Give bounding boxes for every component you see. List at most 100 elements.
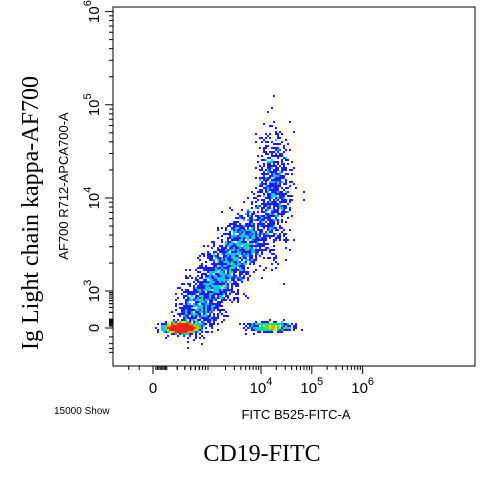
event-dot bbox=[285, 149, 287, 151]
event-dot bbox=[271, 253, 273, 255]
event-dot bbox=[255, 327, 257, 329]
event-dot bbox=[265, 205, 267, 207]
event-dot bbox=[277, 137, 279, 139]
event-dot bbox=[207, 277, 209, 279]
event-dot bbox=[261, 277, 263, 279]
event-dot bbox=[211, 269, 213, 271]
event-dot bbox=[263, 237, 265, 239]
event-dot bbox=[205, 265, 207, 267]
event-dot bbox=[279, 203, 281, 205]
event-dot bbox=[203, 301, 205, 303]
event-dot bbox=[217, 229, 219, 231]
event-dot bbox=[235, 277, 237, 279]
event-dot bbox=[239, 241, 241, 243]
event-dot bbox=[243, 233, 245, 235]
event-dot bbox=[257, 251, 259, 253]
event-dot bbox=[189, 319, 191, 321]
event-dot bbox=[203, 267, 205, 269]
event-dot bbox=[275, 233, 277, 235]
event-dot bbox=[213, 243, 215, 245]
event-dot bbox=[259, 237, 261, 239]
event-dot bbox=[289, 185, 291, 187]
event-dot bbox=[229, 269, 231, 271]
event-dot bbox=[239, 243, 241, 245]
event-dot bbox=[265, 323, 267, 325]
event-dot bbox=[231, 267, 233, 269]
event-dot bbox=[261, 221, 263, 223]
event-dot bbox=[263, 179, 265, 181]
event-dot bbox=[209, 301, 211, 303]
event-dot bbox=[235, 269, 237, 271]
event-dot bbox=[283, 205, 285, 207]
event-dot bbox=[273, 193, 275, 195]
event-dot bbox=[231, 287, 233, 289]
event-dot bbox=[241, 259, 243, 261]
event-dot bbox=[283, 169, 285, 171]
event-dot bbox=[195, 325, 197, 327]
event-dot bbox=[277, 151, 279, 153]
event-dot bbox=[275, 209, 277, 211]
event-dot bbox=[257, 225, 259, 227]
event-dot bbox=[233, 263, 235, 265]
event-dot bbox=[293, 131, 295, 133]
event-dot bbox=[253, 211, 255, 213]
event-dot bbox=[269, 207, 271, 209]
event-dot bbox=[269, 163, 271, 165]
plot-area bbox=[112, 6, 476, 367]
event-dot bbox=[233, 239, 235, 241]
event-dot bbox=[211, 309, 213, 311]
event-dot bbox=[267, 189, 269, 191]
event-dot bbox=[199, 333, 201, 335]
event-dot bbox=[253, 197, 255, 199]
event-dot bbox=[193, 303, 195, 305]
event-dot bbox=[245, 261, 247, 263]
event-dot bbox=[259, 233, 261, 235]
event-dot bbox=[235, 281, 237, 283]
event-dot bbox=[277, 175, 279, 177]
event-dot bbox=[235, 257, 237, 259]
event-dot bbox=[247, 231, 249, 233]
event-dot bbox=[239, 269, 241, 271]
event-dot bbox=[181, 329, 183, 331]
event-dot bbox=[281, 209, 283, 211]
event-dot bbox=[267, 195, 269, 197]
event-dot bbox=[287, 191, 289, 193]
event-dot bbox=[213, 261, 215, 263]
event-dot bbox=[185, 319, 187, 321]
event-dot bbox=[277, 169, 279, 171]
event-dot bbox=[191, 307, 193, 309]
event-dot bbox=[243, 247, 245, 249]
event-dot bbox=[203, 311, 205, 313]
event-dot bbox=[277, 191, 279, 193]
event-dot bbox=[269, 235, 271, 237]
event-dot bbox=[213, 289, 215, 291]
event-dot bbox=[287, 203, 289, 205]
event-dot bbox=[243, 277, 245, 279]
event-dot bbox=[185, 301, 187, 303]
event-dot bbox=[167, 323, 169, 325]
event-dot bbox=[181, 325, 183, 327]
event-dot bbox=[287, 163, 289, 165]
event-dot bbox=[285, 201, 287, 203]
event-dot bbox=[205, 293, 207, 295]
event-dot bbox=[221, 241, 223, 243]
event-dot bbox=[281, 227, 283, 229]
event-dot bbox=[287, 187, 289, 189]
event-dot bbox=[289, 149, 291, 151]
event-dot bbox=[281, 221, 283, 223]
event-dot bbox=[273, 215, 275, 217]
event-dot bbox=[255, 259, 257, 261]
event-dot bbox=[227, 233, 229, 235]
event-dot bbox=[211, 287, 213, 289]
event-dot bbox=[235, 253, 237, 255]
event-dot bbox=[197, 303, 199, 305]
event-dot bbox=[285, 167, 287, 169]
event-dot bbox=[205, 301, 207, 303]
event-dot bbox=[273, 239, 275, 241]
event-dot bbox=[235, 217, 237, 219]
event-dot bbox=[199, 317, 201, 319]
event-dot bbox=[237, 221, 239, 223]
event-dot bbox=[267, 161, 269, 163]
event-dot bbox=[231, 239, 233, 241]
